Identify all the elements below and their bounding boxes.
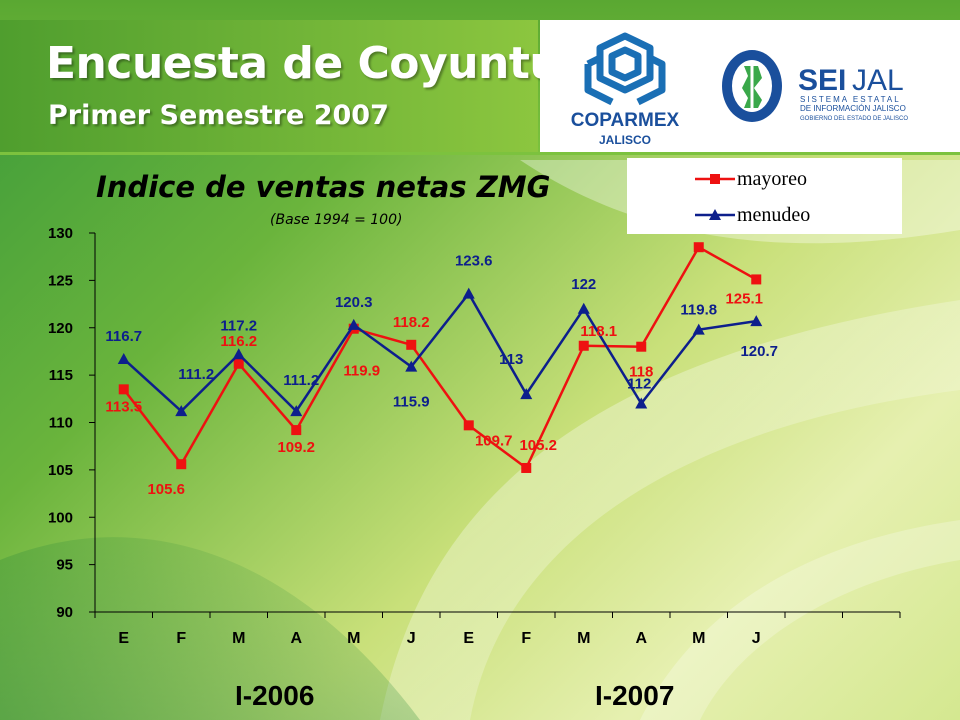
legend-marker-mayoreo — [695, 174, 735, 184]
chart-subtitle: (Base 1994 = 100) — [270, 212, 403, 228]
data-point-mayoreo — [578, 340, 589, 351]
x-tick-label: E — [463, 630, 474, 647]
legend-label-menudeo: menudeo — [737, 204, 811, 226]
y-tick-label: 105 — [48, 462, 73, 479]
data-point-mayoreo — [406, 339, 417, 350]
y-tick-label: 95 — [56, 557, 73, 574]
x-tick-label: M — [577, 630, 590, 647]
data-point-menudeo — [290, 405, 303, 417]
seijal-name-b: JAL — [852, 64, 904, 97]
x-tick-label: M — [692, 630, 705, 647]
y-tick-label: 115 — [49, 367, 73, 384]
data-point-menudeo — [117, 353, 130, 365]
data-point-menudeo — [175, 405, 188, 417]
data-label-menudeo: 122 — [571, 276, 596, 293]
data-label-menudeo: 120.3 — [335, 294, 373, 311]
data-point-menudeo — [692, 323, 705, 335]
data-label-mayoreo: 113.5 — [105, 398, 142, 415]
legend-item-menudeo: menudeo — [627, 200, 902, 230]
chart-title: Indice de ventas netas ZMG — [96, 170, 551, 204]
x-tick-label: A — [635, 630, 647, 647]
data-label-mayoreo: 118.1 — [580, 323, 617, 340]
seijal-logo: SEI JAL SISTEMA ESTATAL DE INFORMACIÓN J… — [722, 50, 908, 122]
data-point-mayoreo — [751, 274, 762, 285]
data-point-menudeo — [232, 348, 245, 360]
data-label-mayoreo: 109.2 — [277, 439, 315, 456]
series-line-menudeo — [122, 291, 757, 414]
x-tick-label: F — [176, 630, 186, 647]
data-label-mayoreo: 125.1 — [725, 290, 763, 307]
coparmex-region: JALISCO — [599, 133, 651, 147]
data-point-menudeo — [405, 360, 418, 372]
data-label-menudeo: 117.2 — [220, 317, 257, 334]
data-label-menudeo: 115.9 — [393, 394, 430, 411]
seijal-line3: GOBIERNO DEL ESTADO DE JALISCO — [800, 116, 908, 122]
data-label-mayoreo: 105.6 — [147, 481, 185, 498]
data-label-menudeo: 116.7 — [105, 328, 142, 345]
data-label-menudeo: 123.6 — [455, 253, 493, 270]
data-point-menudeo — [635, 397, 648, 409]
data-point-menudeo — [577, 302, 590, 314]
data-label-menudeo: 119.8 — [680, 302, 717, 319]
data-point-mayoreo — [636, 341, 647, 352]
x-tick-label: M — [347, 630, 360, 647]
data-label-mayoreo: 116.2 — [220, 333, 257, 350]
data-point-menudeo — [347, 318, 360, 330]
data-label-menudeo: 113 — [499, 351, 523, 368]
seijal-line2: DE INFORMACIÓN JALISCO — [800, 104, 906, 113]
data-point-mayoreo — [233, 358, 244, 369]
chart-legend: mayoreo menudeo — [627, 158, 902, 234]
x-tick-label: F — [521, 630, 531, 647]
y-tick-label: 125 — [48, 272, 73, 289]
data-point-mayoreo — [693, 242, 704, 253]
title-box — [0, 20, 538, 152]
data-label-mayoreo: 119.9 — [343, 363, 380, 380]
y-tick-label: 100 — [48, 509, 73, 526]
data-point-menudeo — [520, 388, 533, 400]
data-point-mayoreo — [176, 459, 187, 470]
legend-marker-menudeo — [695, 209, 735, 220]
y-tick-label: 90 — [56, 604, 73, 621]
data-point-mayoreo — [463, 420, 474, 431]
legend-label-mayoreo: mayoreo — [737, 168, 807, 190]
period-label-2007: I-2007 — [595, 680, 675, 711]
data-point-mayoreo — [118, 384, 129, 395]
data-label-mayoreo: 109.7 — [475, 432, 513, 449]
y-tick-label: 120 — [48, 320, 73, 337]
data-label-menudeo: 120.7 — [740, 343, 778, 360]
data-point-mayoreo — [521, 462, 532, 473]
data-label-menudeo: 112 — [627, 376, 651, 393]
seijal-name-a: SEI — [798, 64, 846, 97]
page-title: Encuesta de Coyuntura — [46, 38, 611, 89]
x-tick-label: M — [232, 630, 245, 647]
page-subtitle: Primer Semestre 2007 — [48, 100, 389, 131]
x-tick-label: E — [118, 630, 129, 647]
series-line-mayoreo — [122, 245, 757, 470]
data-label-mayoreo: 118 — [629, 364, 653, 381]
coparmex-name: COPARMEX — [571, 110, 680, 131]
legend-item-mayoreo: mayoreo — [627, 164, 902, 194]
data-label-mayoreo: 118.2 — [393, 314, 430, 331]
y-tick-label: 110 — [49, 415, 73, 432]
data-label-mayoreo: 105.2 — [519, 437, 557, 454]
x-tick-label: J — [752, 630, 761, 647]
data-label-menudeo: 111.2 — [178, 366, 214, 383]
coparmex-logo: COPARMEX JALISCO — [571, 32, 680, 147]
x-tick-label: A — [290, 630, 302, 647]
y-tick-label: 130 — [48, 225, 73, 242]
data-point-menudeo — [462, 287, 475, 299]
seijal-line1: SISTEMA ESTATAL — [800, 95, 901, 104]
period-label-2006: I-2006 — [235, 680, 315, 711]
data-point-menudeo — [750, 315, 763, 327]
data-label-menudeo: 111.2 — [283, 372, 319, 389]
x-tick-label: J — [407, 630, 416, 647]
data-point-mayoreo — [291, 425, 302, 436]
